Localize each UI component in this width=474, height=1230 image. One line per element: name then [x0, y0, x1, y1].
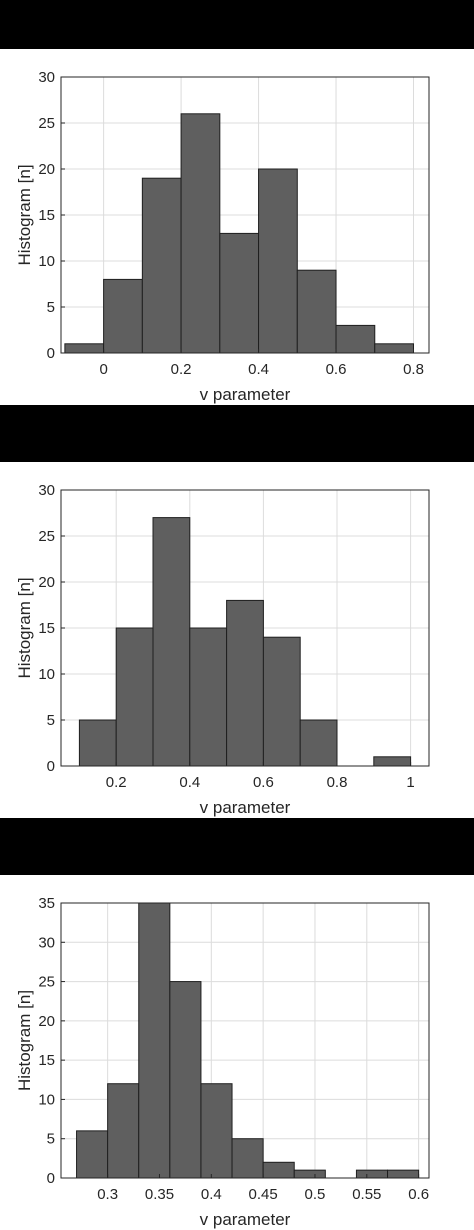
- y-tick-label: 35: [38, 895, 55, 912]
- histogram-bar: [374, 343, 415, 354]
- y-tick-label: 0: [47, 1170, 55, 1187]
- x-tick-label: 0.6: [408, 1186, 429, 1203]
- y-tick-label: 10: [38, 253, 55, 270]
- x-tick-label: 0.8: [327, 774, 348, 791]
- x-tick-label: 0.6: [253, 774, 274, 791]
- x-tick-label: 0.5: [305, 1186, 326, 1203]
- histogram-bar: [262, 636, 301, 767]
- y-axis-label: Histogram [n]: [15, 990, 34, 1091]
- y-tick-label: 30: [38, 69, 55, 86]
- histogram-bar: [64, 343, 105, 354]
- header-band-2: [0, 405, 474, 462]
- histogram-bar: [355, 1169, 389, 1179]
- y-tick-label: 25: [38, 115, 55, 132]
- x-tick-label: 0.3: [97, 1186, 118, 1203]
- x-axis-label: v parameter: [200, 798, 291, 817]
- histogram-bar: [373, 756, 412, 767]
- x-tick-label: 0.45: [249, 1186, 278, 1203]
- histogram-bar: [258, 168, 298, 354]
- histogram-bar: [141, 177, 182, 354]
- y-tick-label: 5: [47, 299, 55, 316]
- chart-3: 0 5 10 15 20 25 30 35 0.3 0.35 0.4 0.45 0.5 0.55 0.6 v …: [15, 895, 430, 1229]
- y-tick-label: 20: [38, 574, 55, 591]
- y-tick-label: 15: [38, 1052, 55, 1069]
- histogram-bar: [226, 599, 264, 767]
- y-tick-label: 20: [38, 161, 55, 178]
- x-axis-label: v parameter: [200, 1210, 291, 1229]
- y-tick-label: 30: [38, 934, 55, 951]
- y-tick-label: 5: [47, 712, 55, 729]
- histogram-bar: [180, 113, 221, 354]
- y-axis-label: Histogram [n]: [15, 164, 34, 265]
- histogram-bar: [299, 719, 338, 767]
- x-tick-label: 0.55: [352, 1186, 381, 1203]
- chart-1: 0 5 10 15 20 25 30 0 0.2 0.4 0.6 0.8 v parameter Hist…: [15, 69, 430, 404]
- x-axis-label: v parameter: [200, 385, 291, 404]
- histogram-bar: [76, 1130, 109, 1179]
- histogram-bar: [169, 981, 202, 1179]
- x-tick-label: 0: [99, 361, 107, 378]
- y-tick-label: 30: [38, 482, 55, 499]
- histogram-bar: [115, 627, 154, 767]
- y-tick-label: 0: [47, 758, 55, 775]
- histogram-bar: [78, 719, 117, 767]
- histogram-bar: [387, 1169, 420, 1179]
- x-tick-label: 0.4: [201, 1186, 222, 1203]
- histogram-bar: [335, 324, 376, 354]
- y-tick-label: 10: [38, 666, 55, 683]
- x-tick-label: 0.35: [145, 1186, 174, 1203]
- plot-frame: [60, 902, 430, 1179]
- histogram-bar: [189, 627, 228, 767]
- histogram-bar: [107, 1083, 140, 1179]
- histogram-bar: [296, 269, 337, 354]
- header-band-1: [0, 0, 474, 49]
- x-tick-label: 0.4: [248, 361, 269, 378]
- x-tick-label: 0.2: [106, 774, 127, 791]
- y-tick-label: 20: [38, 1013, 55, 1030]
- x-tick-label: 0.6: [326, 361, 347, 378]
- histogram-bar: [262, 1161, 295, 1179]
- histogram-bar: [231, 1138, 264, 1179]
- chart-2: 0 5 10 15 20 25 30 0.2 0.4 0.6 0.8 1 v parameter Hist…: [15, 482, 430, 817]
- y-tick-label: 0: [47, 345, 55, 362]
- header-band-3: [0, 818, 474, 875]
- y-tick-label: 15: [38, 207, 55, 224]
- y-tick-label: 15: [38, 620, 55, 637]
- y-tick-label: 25: [38, 528, 55, 545]
- histogram-bar: [138, 902, 171, 1179]
- y-tick-label: 10: [38, 1091, 55, 1108]
- y-tick-label: 25: [38, 974, 55, 991]
- histogram-bar: [103, 278, 143, 354]
- y-tick-label: 5: [47, 1131, 55, 1148]
- histogram-bar: [152, 517, 191, 767]
- x-tick-label: 0.2: [171, 361, 192, 378]
- x-tick-label: 0.4: [179, 774, 200, 791]
- x-tick-label: 1: [406, 774, 414, 791]
- x-tick-label: 0.8: [403, 361, 424, 378]
- histogram-bar: [200, 1083, 233, 1179]
- y-axis-label: Histogram [n]: [15, 577, 34, 678]
- histogram-bar: [219, 232, 260, 354]
- histogram-bar: [293, 1169, 326, 1179]
